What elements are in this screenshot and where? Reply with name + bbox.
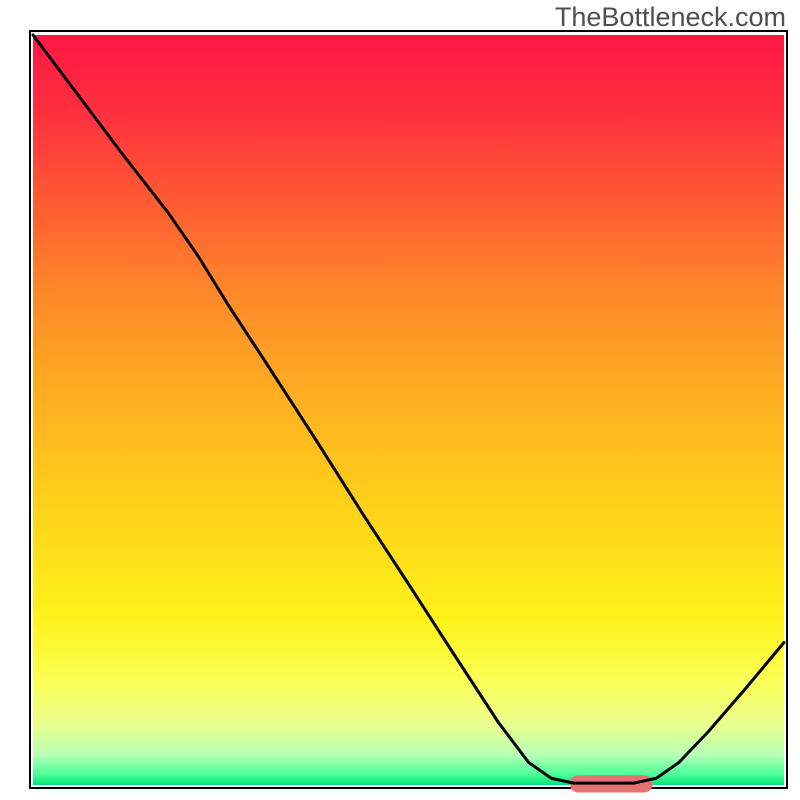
- watermark-label: TheBottleneck.com: [555, 2, 786, 33]
- chart-stage: TheBottleneck.com: [0, 0, 800, 800]
- bottleneck-chart: [0, 0, 800, 800]
- gradient-background: [33, 35, 784, 785]
